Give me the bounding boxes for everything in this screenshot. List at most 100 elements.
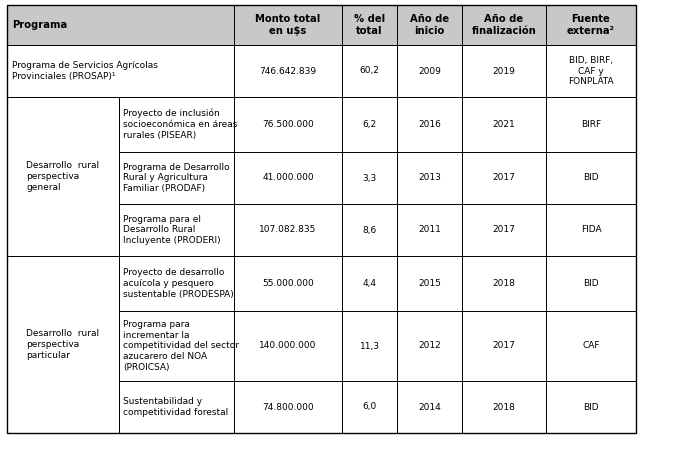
Text: Fuente
externa²: Fuente externa² [567, 14, 615, 36]
Bar [546, 311, 636, 381]
Bar [397, 204, 462, 256]
Bar [119, 152, 234, 204]
Text: Sustentabilidad y
competitividad forestal: Sustentabilidad y competitividad foresta… [123, 397, 228, 417]
Text: 2021: 2021 [493, 120, 516, 129]
Bar [397, 152, 462, 204]
Text: 2012: 2012 [418, 341, 441, 351]
Text: Programa para
incrementar la
competitividad del sector
azucarero del NOA
(PROICS: Programa para incrementar la competitivi… [123, 320, 239, 372]
Bar [462, 45, 546, 97]
Text: FIDA: FIDA [581, 225, 602, 234]
Bar [234, 45, 342, 97]
Bar [546, 204, 636, 256]
Text: 2009: 2009 [418, 67, 441, 75]
Text: BID, BIRF,
CAF y
FONPLATA: BID, BIRF, CAF y FONPLATA [568, 56, 614, 86]
Text: 6,0: 6,0 [362, 403, 376, 411]
Text: 11,3: 11,3 [360, 341, 380, 351]
Text: 140.000.000: 140.000.000 [259, 341, 317, 351]
Bar [234, 5, 342, 45]
Text: Programa de Servicios Agrícolas
Provinciales (PROSAP)¹: Programa de Servicios Agrícolas Provinci… [12, 61, 158, 81]
Bar [546, 45, 636, 97]
Text: 2014: 2014 [418, 403, 441, 411]
Bar [546, 97, 636, 152]
Bar [342, 311, 397, 381]
Bar [234, 381, 342, 433]
Bar [119, 256, 234, 311]
Text: BID: BID [584, 279, 599, 288]
Text: Año de
finalización: Año de finalización [472, 14, 536, 36]
Text: 2017: 2017 [493, 341, 516, 351]
Bar [119, 204, 234, 256]
Text: 2013: 2013 [418, 174, 441, 182]
Text: Proyecto de inclusión
socioeconómica en áreas
rurales (PISEAR): Proyecto de inclusión socioeconómica en … [123, 109, 238, 140]
Bar [342, 204, 397, 256]
Text: 2017: 2017 [493, 225, 516, 234]
Text: 2017: 2017 [493, 174, 516, 182]
Bar [234, 204, 342, 256]
Bar [342, 97, 397, 152]
Bar [342, 381, 397, 433]
Text: Programa de Desarrollo
Rural y Agricultura
Familiar (PRODAF): Programa de Desarrollo Rural y Agricultu… [123, 163, 229, 193]
Text: Proyecto de desarrollo
acuícola y pesquero
sustentable (PRODESPA): Proyecto de desarrollo acuícola y pesque… [123, 268, 234, 299]
Text: 8,6: 8,6 [362, 225, 376, 234]
Text: 2015: 2015 [418, 279, 441, 288]
Bar [546, 256, 636, 311]
Text: Monto total
en u$s: Monto total en u$s [256, 14, 321, 36]
Bar [342, 256, 397, 311]
Text: 60,2: 60,2 [360, 67, 380, 75]
Bar [462, 5, 546, 45]
Bar [234, 152, 342, 204]
Text: 4,4: 4,4 [362, 279, 376, 288]
Bar [342, 152, 397, 204]
Text: Desarrollo  rural
perspectiva
particular: Desarrollo rural perspectiva particular [26, 329, 100, 360]
Bar [7, 45, 234, 97]
Text: 74.800.000: 74.800.000 [262, 403, 314, 411]
Bar [397, 45, 462, 97]
Bar [397, 381, 462, 433]
Text: 76.500.000: 76.500.000 [262, 120, 314, 129]
Bar [462, 381, 546, 433]
Bar [342, 45, 397, 97]
Bar [234, 311, 342, 381]
Text: 41.000.000: 41.000.000 [262, 174, 314, 182]
Text: 2018: 2018 [493, 403, 516, 411]
Text: % del
total: % del total [354, 14, 385, 36]
Text: 746.642.839: 746.642.839 [259, 67, 317, 75]
Bar [7, 256, 119, 433]
Bar [7, 5, 234, 45]
Bar [397, 256, 462, 311]
Text: 55.000.000: 55.000.000 [262, 279, 314, 288]
Bar [462, 152, 546, 204]
Text: 2018: 2018 [493, 279, 516, 288]
Bar [462, 97, 546, 152]
Text: 3,3: 3,3 [362, 174, 376, 182]
Bar [397, 5, 462, 45]
Bar [234, 256, 342, 311]
Text: 6,2: 6,2 [362, 120, 376, 129]
Bar [342, 5, 397, 45]
Text: Programa para el
Desarrollo Rural
Incluyente (PRODERI): Programa para el Desarrollo Rural Incluy… [123, 215, 220, 245]
Text: 2011: 2011 [418, 225, 441, 234]
Bar [119, 97, 234, 152]
Bar [7, 97, 119, 256]
Bar [546, 152, 636, 204]
Bar [462, 256, 546, 311]
Text: 2019: 2019 [493, 67, 516, 75]
Text: BID: BID [584, 403, 599, 411]
Text: Año de
inicio: Año de inicio [410, 14, 449, 36]
Text: Desarrollo  rural
perspectiva
general: Desarrollo rural perspectiva general [26, 161, 100, 192]
Text: CAF: CAF [582, 341, 599, 351]
Bar [546, 5, 636, 45]
Bar [397, 97, 462, 152]
Bar [234, 97, 342, 152]
Bar [462, 311, 546, 381]
Text: 107.082.835: 107.082.835 [259, 225, 317, 234]
Bar [462, 204, 546, 256]
Bar [119, 311, 234, 381]
Bar [397, 311, 462, 381]
Text: Programa: Programa [12, 20, 67, 30]
Bar [546, 381, 636, 433]
Text: 2016: 2016 [418, 120, 441, 129]
Bar [119, 381, 234, 433]
Text: BID: BID [584, 174, 599, 182]
Text: BIRF: BIRF [581, 120, 601, 129]
